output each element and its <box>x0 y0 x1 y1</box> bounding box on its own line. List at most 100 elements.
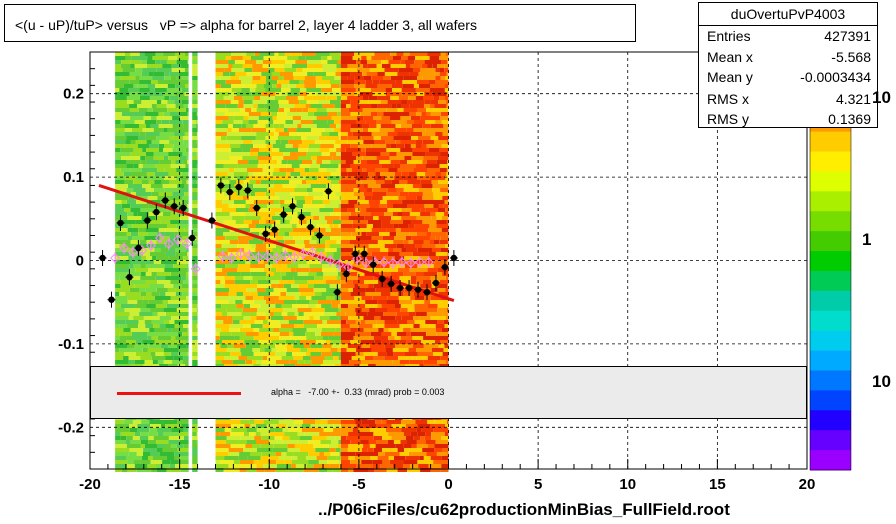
heatmap-cell <box>397 72 410 76</box>
heatmap-cell <box>446 172 449 176</box>
heatmap-cell <box>373 116 382 120</box>
profile-point <box>126 273 133 281</box>
heatmap-cell <box>409 52 424 56</box>
y-tick-label: 0.1 <box>63 169 84 186</box>
heatmap-cell <box>151 356 166 360</box>
heatmap-cell <box>443 204 449 208</box>
x-tick-label: 15 <box>709 476 726 493</box>
heatmap-cell <box>380 136 394 140</box>
heatmap-cell <box>227 344 234 348</box>
profile-point <box>144 217 151 224</box>
heatmap-cell <box>384 344 396 348</box>
heatmap-cell <box>340 436 347 440</box>
heatmap-cell <box>389 232 397 236</box>
heatmap-cell <box>192 112 197 116</box>
heatmap-cell <box>445 76 449 80</box>
heatmap-cell <box>270 268 277 272</box>
heatmap-cell <box>447 420 449 424</box>
heatmap-cell <box>253 296 264 300</box>
heatmap-cell <box>229 152 245 156</box>
heatmap-cell <box>329 132 339 136</box>
profile2-point <box>244 250 255 261</box>
heatmap-cell <box>157 280 171 284</box>
heatmap-cell <box>136 452 143 456</box>
heatmap-cell <box>263 196 280 200</box>
heatmap-cell <box>437 320 444 324</box>
heatmap-cell <box>381 164 394 168</box>
heatmap-cell <box>340 464 357 468</box>
heatmap-cell <box>255 424 267 428</box>
heatmap-cell <box>380 284 393 288</box>
heatmap-cell <box>413 316 420 320</box>
heatmap-cell <box>181 180 187 184</box>
heatmap-cell <box>284 460 292 464</box>
heatmap-cell <box>313 316 320 320</box>
heatmap-cell <box>340 156 357 160</box>
heatmap-cell <box>281 84 289 88</box>
heatmap-cell <box>120 304 135 308</box>
heatmap-cell <box>182 152 189 156</box>
heatmap-cell <box>434 444 449 448</box>
heatmap-cell <box>196 324 198 328</box>
heatmap-cell <box>365 164 382 168</box>
heatmap-cell <box>275 304 282 308</box>
heatmap-cell <box>308 284 314 288</box>
heatmap-cell <box>172 360 183 364</box>
heatmap-cell <box>430 456 442 460</box>
heatmap-cell <box>360 112 371 116</box>
heatmap-cell <box>123 72 130 76</box>
heatmap-cell <box>437 64 445 68</box>
heatmap-cell <box>372 324 377 328</box>
heatmap-cell <box>274 68 285 72</box>
heatmap-cell <box>276 464 292 468</box>
heatmap-cell <box>151 272 157 276</box>
heatmap-cell <box>140 308 151 312</box>
heatmap-cell <box>295 268 310 272</box>
heatmap-cell <box>428 80 436 84</box>
heatmap-cell <box>129 108 139 112</box>
heatmap-cell <box>323 68 337 72</box>
heatmap-cell <box>434 140 447 144</box>
heatmap-cell <box>387 252 400 256</box>
heatmap-cell <box>252 76 261 80</box>
heatmap-cell <box>120 436 127 440</box>
heatmap-cell <box>149 328 155 332</box>
heatmap-cell <box>292 144 299 148</box>
heatmap-cell <box>292 216 301 220</box>
heatmap-cell <box>243 292 251 296</box>
heatmap-cell <box>340 64 348 68</box>
heatmap-cell <box>265 288 274 292</box>
heatmap-cell <box>327 456 337 460</box>
heatmap-cell <box>253 352 269 356</box>
heatmap-cell <box>299 164 310 168</box>
heatmap-cell <box>311 360 323 364</box>
heatmap-cell <box>278 100 289 104</box>
heatmap-cell <box>138 108 148 112</box>
heatmap-cell <box>327 112 338 116</box>
heatmap-cell <box>435 132 443 136</box>
heatmap-cell <box>229 144 241 148</box>
heatmap-cell <box>340 184 357 188</box>
heatmap-cell <box>304 324 318 328</box>
heatmap-cell <box>271 348 277 352</box>
heatmap-cell <box>180 116 189 120</box>
heatmap-cell <box>340 304 349 308</box>
heatmap-cell <box>359 52 375 56</box>
heatmap-cell <box>309 208 320 212</box>
heatmap-cell <box>392 56 402 60</box>
heatmap-cell <box>192 224 198 228</box>
heatmap-cell <box>422 280 432 284</box>
heatmap-cell <box>215 276 225 280</box>
heatmap-cell <box>407 204 419 208</box>
heatmap-cell <box>255 432 261 436</box>
heatmap-cell <box>402 220 411 224</box>
heatmap-cell <box>232 360 246 364</box>
heatmap-cell <box>247 356 263 360</box>
heatmap-cell <box>305 104 311 108</box>
heatmap-cell <box>366 168 375 172</box>
heatmap-cell <box>246 440 256 444</box>
heatmap-cell <box>125 244 138 248</box>
heatmap-cell <box>309 240 317 244</box>
heatmap-cell <box>166 216 181 220</box>
heatmap-cell <box>182 196 188 200</box>
